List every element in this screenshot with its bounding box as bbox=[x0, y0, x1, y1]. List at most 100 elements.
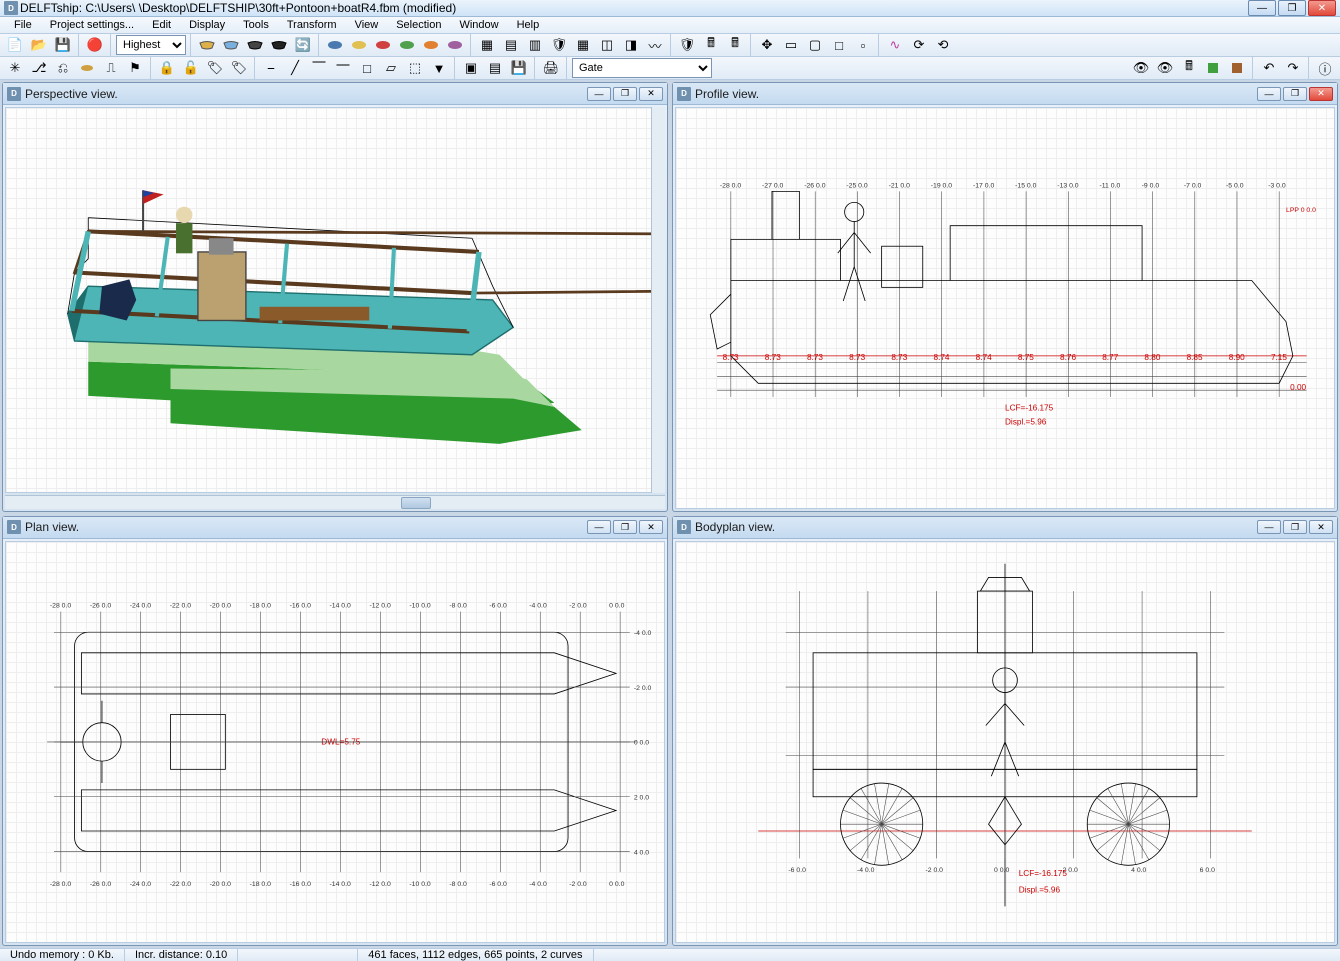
bodyplan-canvas[interactable]: -6 0.0-4 0.0-2 0.00 0.02 0.04 0.06 0.0 bbox=[675, 541, 1335, 943]
calc2-icon[interactable]: 🖩 bbox=[724, 34, 746, 56]
merge-icon[interactable]: ⎌ bbox=[52, 57, 74, 79]
shade-blue-icon[interactable] bbox=[324, 34, 346, 56]
refresh-icon[interactable]: 🔄 bbox=[292, 34, 314, 56]
vp-close-button[interactable]: ✕ bbox=[639, 87, 663, 101]
menu-project-settings[interactable]: Project settings... bbox=[42, 17, 142, 33]
curve3-icon[interactable]: ⟲ bbox=[932, 34, 954, 56]
undo-icon[interactable]: ↶ bbox=[1258, 57, 1280, 79]
line2-icon[interactable]: ╱ bbox=[284, 57, 306, 79]
profile-canvas[interactable]: -28 0.0-27 0.0-26 0.0-25 0.0-21 0.0-19 0… bbox=[675, 107, 1335, 509]
menu-display[interactable]: Display bbox=[181, 17, 233, 33]
tag1-icon[interactable]: 🏷 bbox=[204, 57, 226, 79]
vp-close-button[interactable]: ✕ bbox=[1309, 87, 1333, 101]
box4-icon[interactable]: ▫ bbox=[852, 34, 874, 56]
line5-icon[interactable]: □ bbox=[356, 57, 378, 79]
box-green-icon[interactable] bbox=[1202, 57, 1224, 79]
grid3-icon[interactable]: ▥ bbox=[524, 34, 546, 56]
save-file-icon[interactable]: 💾 bbox=[52, 34, 74, 56]
line6-icon[interactable]: ▱ bbox=[380, 57, 402, 79]
vp-maximize-button[interactable]: ❐ bbox=[613, 87, 637, 101]
vp-minimize-button[interactable]: — bbox=[1257, 87, 1281, 101]
vp-minimize-button[interactable]: — bbox=[1257, 520, 1281, 534]
target-icon[interactable]: 🔴 bbox=[84, 34, 106, 56]
maximize-button[interactable]: ❐ bbox=[1278, 0, 1306, 16]
disk-icon[interactable]: 💾 bbox=[508, 57, 530, 79]
app-icon: D bbox=[4, 1, 18, 15]
layers2-icon[interactable]: ◨ bbox=[620, 34, 642, 56]
quality-select[interactable]: Highest bbox=[116, 35, 186, 55]
vp-minimize-button[interactable]: — bbox=[587, 87, 611, 101]
line4-icon[interactable]: ⎻ bbox=[332, 57, 354, 79]
info-icon[interactable]: ⓘ bbox=[1314, 57, 1336, 79]
redo-icon[interactable]: ↷ bbox=[1282, 57, 1304, 79]
flag-icon[interactable]: ⚑ bbox=[124, 57, 146, 79]
line3-icon[interactable]: ⎺ bbox=[308, 57, 330, 79]
eye2-icon[interactable]: 👁 bbox=[1154, 57, 1176, 79]
box-brown-icon[interactable] bbox=[1226, 57, 1248, 79]
svg-text:-28 0.0: -28 0.0 bbox=[50, 602, 72, 609]
menu-tools[interactable]: Tools bbox=[235, 17, 277, 33]
group2-icon[interactable]: ▤ bbox=[484, 57, 506, 79]
menu-help[interactable]: Help bbox=[509, 17, 548, 33]
print-icon[interactable]: 🖨 bbox=[540, 57, 562, 79]
path-icon[interactable]: ⎍ bbox=[100, 57, 122, 79]
box2-icon[interactable]: ▢ bbox=[804, 34, 826, 56]
scrollbar-v[interactable] bbox=[651, 107, 665, 493]
vp-minimize-button[interactable]: — bbox=[587, 520, 611, 534]
shade-green-icon[interactable] bbox=[396, 34, 418, 56]
line1-icon[interactable]: ⎯ bbox=[260, 57, 282, 79]
layers-icon[interactable]: ◫ bbox=[596, 34, 618, 56]
unlock-icon[interactable]: 🔓 bbox=[180, 57, 202, 79]
open-file-icon[interactable]: 📂 bbox=[28, 34, 50, 56]
perspective-canvas[interactable] bbox=[5, 107, 665, 493]
grid4-icon[interactable]: ▦ bbox=[572, 34, 594, 56]
shade-orange-icon[interactable] bbox=[420, 34, 442, 56]
minimize-button[interactable]: — bbox=[1248, 0, 1276, 16]
box1-icon[interactable]: ▭ bbox=[780, 34, 802, 56]
calc-icon[interactable]: 🖩 bbox=[700, 34, 722, 56]
svg-text:-4 0.0: -4 0.0 bbox=[634, 630, 652, 637]
line7-icon[interactable]: ⬚ bbox=[404, 57, 426, 79]
menu-window[interactable]: Window bbox=[451, 17, 506, 33]
menu-file[interactable]: File bbox=[6, 17, 40, 33]
lock-icon[interactable]: 🔒 bbox=[156, 57, 178, 79]
hull1-icon[interactable] bbox=[196, 34, 218, 56]
menu-edit[interactable]: Edit bbox=[144, 17, 179, 33]
new-file-icon[interactable]: 📄 bbox=[4, 34, 26, 56]
hull3-icon[interactable] bbox=[244, 34, 266, 56]
hull2-icon[interactable] bbox=[220, 34, 242, 56]
grid2-icon[interactable]: ▤ bbox=[500, 34, 522, 56]
scrollbar-h[interactable] bbox=[5, 495, 665, 509]
vp-close-button[interactable]: ✕ bbox=[639, 520, 663, 534]
wave-icon[interactable]: 〰 bbox=[644, 34, 666, 56]
box3-icon[interactable]: □ bbox=[828, 34, 850, 56]
eye1-icon[interactable]: 👁 bbox=[1130, 57, 1152, 79]
vp-maximize-button[interactable]: ❐ bbox=[613, 520, 637, 534]
close-button[interactable]: ✕ bbox=[1308, 0, 1336, 16]
menu-selection[interactable]: Selection bbox=[388, 17, 449, 33]
vp-close-button[interactable]: ✕ bbox=[1309, 520, 1333, 534]
curve1-icon[interactable]: ∿ bbox=[884, 34, 906, 56]
gate-select[interactable]: Gate bbox=[572, 58, 712, 78]
tag2-icon[interactable]: 🏷 bbox=[228, 57, 250, 79]
move-icon[interactable]: ✥ bbox=[756, 34, 778, 56]
shield2-icon[interactable]: 🛡 bbox=[676, 34, 698, 56]
group1-icon[interactable]: ▣ bbox=[460, 57, 482, 79]
star-icon[interactable]: ✳ bbox=[4, 57, 26, 79]
down-icon[interactable]: ▼ bbox=[428, 57, 450, 79]
shade-red-icon[interactable] bbox=[372, 34, 394, 56]
plan-canvas[interactable]: -28 0.0-28 0.0-26 0.0-26 0.0-24 0.0-24 0… bbox=[5, 541, 665, 943]
branch-icon[interactable]: ⎇ bbox=[28, 57, 50, 79]
hull4-icon[interactable] bbox=[268, 34, 290, 56]
calc3-icon[interactable]: 🖩 bbox=[1178, 57, 1200, 79]
curve2-icon[interactable]: ⟳ bbox=[908, 34, 930, 56]
grid1-icon[interactable]: ▦ bbox=[476, 34, 498, 56]
shield-icon[interactable]: 🛡 bbox=[548, 34, 570, 56]
shade-mix-icon[interactable] bbox=[444, 34, 466, 56]
menu-transform[interactable]: Transform bbox=[279, 17, 345, 33]
vp-maximize-button[interactable]: ❐ bbox=[1283, 520, 1307, 534]
shade-yellow-icon[interactable] bbox=[348, 34, 370, 56]
vp-maximize-button[interactable]: ❐ bbox=[1283, 87, 1307, 101]
menu-view[interactable]: View bbox=[347, 17, 387, 33]
hull-small-icon[interactable] bbox=[76, 57, 98, 79]
